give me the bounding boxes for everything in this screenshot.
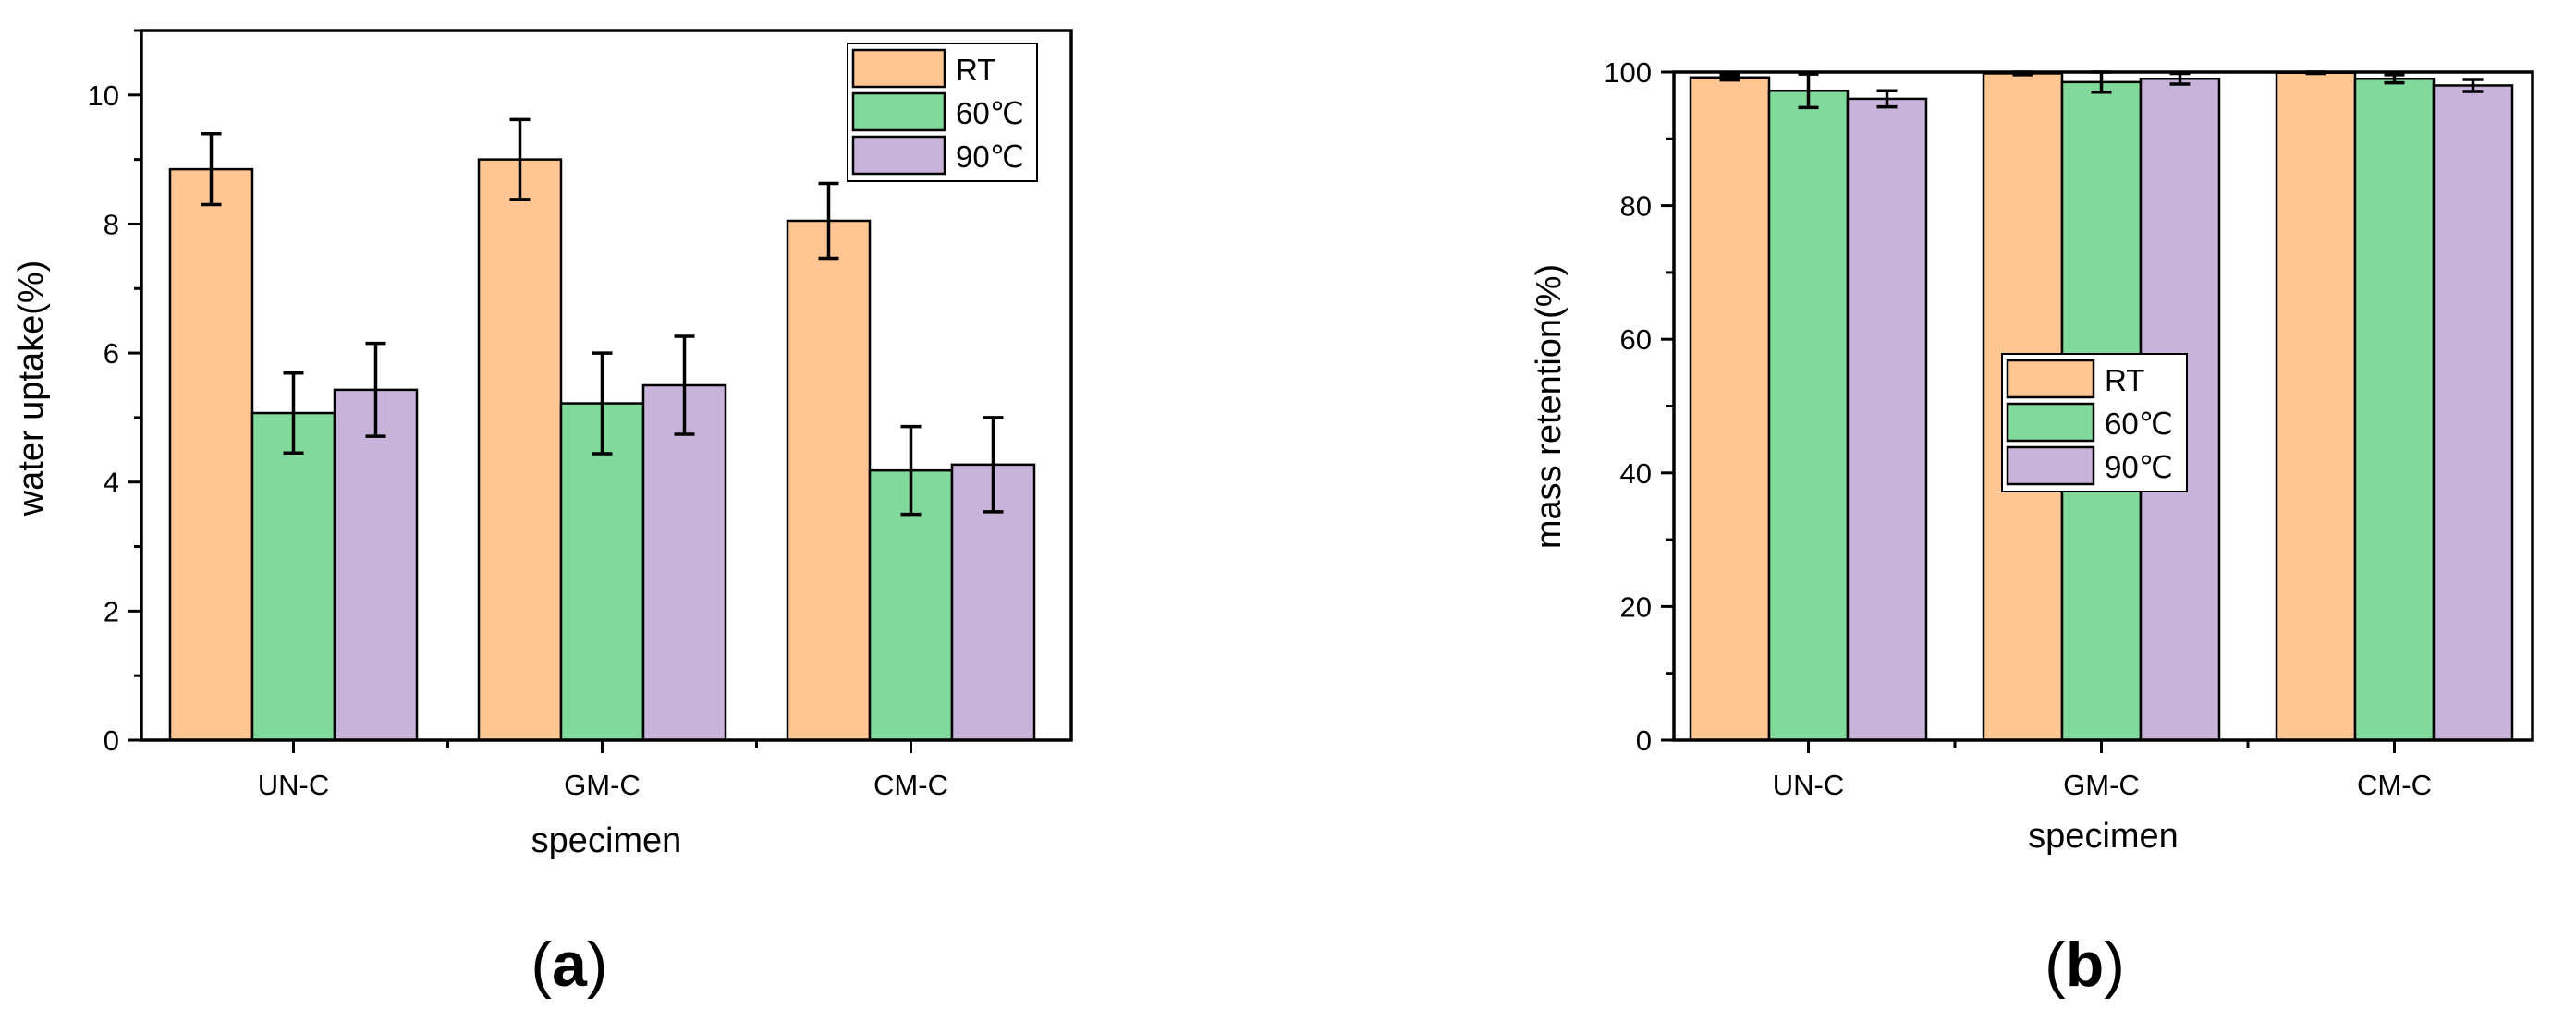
bar-un-c-0 [168, 167, 254, 742]
legend-swatch-0 [851, 48, 946, 89]
bar-un-c-1 [1767, 89, 1850, 742]
x-tick-label-gm-c: GM-C [2063, 769, 2140, 801]
y-tick-label: 4 [104, 467, 119, 499]
bar-cm-c-0 [2275, 71, 2357, 742]
y-tick-label: 8 [104, 208, 119, 240]
y-tick-label: 80 [1620, 190, 1652, 223]
legend-swatch-1 [2006, 402, 2095, 443]
chart-water-uptake: 0 2 4 6 8 10 UN-C GM-C CM-C specimen water uptake(… [12, 29, 1073, 1000]
legend-label-0: RT [2105, 363, 2144, 397]
panel-label-letter: a [552, 930, 588, 1000]
y-tick-label: 20 [1620, 590, 1652, 623]
x-axis-title: specimen [531, 821, 682, 860]
bar-un-c-0 [1689, 76, 1771, 742]
y-axis-title: water uptake(%) [12, 261, 51, 517]
legend-swatch-2 [2006, 445, 2095, 486]
legend-swatch-2 [851, 135, 946, 176]
x-tick-label-un-c: UN-C [258, 769, 330, 801]
y-tick-label: 0 [1636, 724, 1652, 757]
legend-label-1: 60℃ [956, 96, 1024, 130]
plot-frame [140, 29, 1073, 742]
y-tick-label: 40 [1620, 457, 1652, 490]
panel-label-letter: b [2066, 930, 2105, 1000]
x-tick-label-cm-c: CM-C [2357, 769, 2432, 801]
x-tick-label-un-c: UN-C [1773, 769, 1845, 801]
bar-gm-c-1 [559, 402, 645, 742]
panel-label: (a) [531, 930, 607, 1000]
x-tick-label-cm-c: CM-C [873, 769, 948, 801]
bar-un-c-2 [1846, 97, 1928, 742]
legend-label-2: 90℃ [2105, 450, 2173, 484]
y-tick-label: 6 [104, 337, 119, 370]
bar-gm-c-2 [641, 383, 727, 742]
legend-swatch-0 [2006, 359, 2095, 399]
y-tick-label: 10 [88, 79, 119, 112]
legend-swatch-1 [851, 91, 946, 132]
y-axis-title: mass retention(%) [1530, 264, 1569, 549]
panel-label-open: ( [2045, 930, 2066, 1000]
bar-cm-c-0 [786, 219, 872, 742]
panel-label: (b) [2045, 930, 2125, 1000]
legend-label-0: RT [956, 53, 995, 87]
bar-cm-c-1 [2353, 77, 2436, 742]
panel-label-close: ) [587, 930, 608, 1000]
y-tick-label: 2 [104, 595, 119, 627]
bar-un-c-1 [250, 411, 336, 742]
legend-label-2: 90℃ [956, 140, 1024, 174]
legend-label-1: 60℃ [2105, 407, 2173, 441]
bar-gm-c-0 [477, 158, 563, 742]
y-tick-label: 100 [1604, 56, 1652, 89]
chart-mass-retention: 0 20 40 60 80 100 UN-C GM-C CM-C specimen mass ret… [1530, 56, 2534, 1000]
bar-cm-c-2 [2432, 84, 2514, 742]
panel-label-open: ( [531, 930, 552, 1000]
y-tick-label: 60 [1620, 323, 1652, 356]
x-axis-title: specimen [2028, 817, 2179, 856]
bar-un-c-2 [333, 388, 419, 742]
y-tick-label: 0 [104, 724, 119, 757]
panel-label-close: ) [2104, 930, 2125, 1000]
x-tick-label-gm-c: GM-C [564, 769, 641, 801]
